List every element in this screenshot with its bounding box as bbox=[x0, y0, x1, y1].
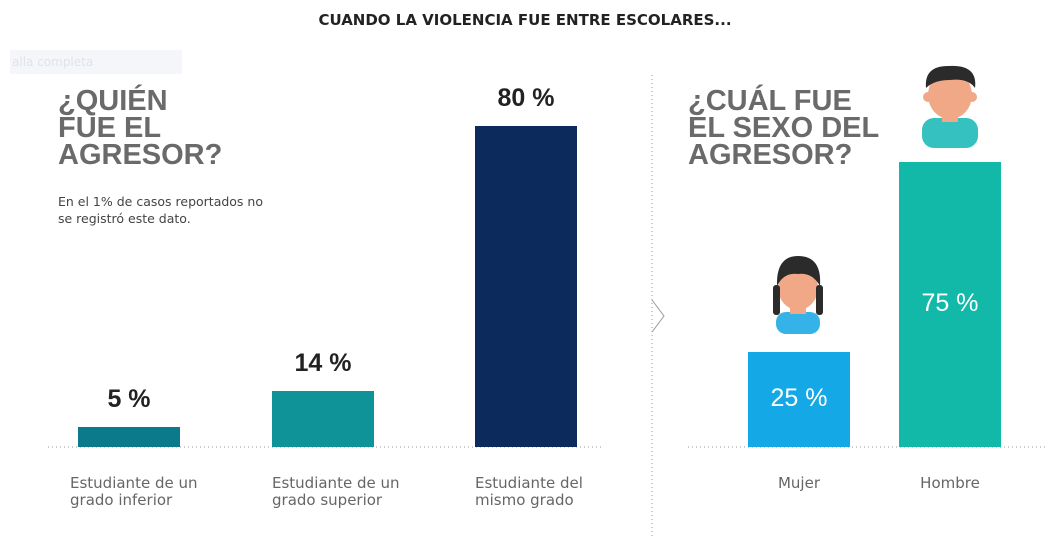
category-label: Estudiante del mismo grado bbox=[475, 475, 605, 509]
boy-icon bbox=[922, 66, 978, 148]
page-title: CUANDO LA VIOLENCIA FUE ENTRE ESCOLARES.… bbox=[0, 11, 1050, 29]
value-label: 14 % bbox=[253, 349, 393, 378]
infographic: CUANDO LA VIOLENCIA FUE ENTRE ESCOLARES.… bbox=[0, 0, 1050, 536]
watermark: alla completa bbox=[10, 50, 182, 74]
value-label: 75 % bbox=[880, 289, 1020, 318]
girl-icon bbox=[773, 256, 823, 334]
value-label: 80 % bbox=[456, 84, 596, 113]
category-label: Hombre bbox=[899, 475, 1001, 492]
chart-title: ¿QUIÉN FUE EL AGRESOR? bbox=[58, 88, 218, 169]
bar bbox=[475, 126, 577, 447]
bar bbox=[78, 427, 180, 447]
value-label: 5 % bbox=[59, 385, 199, 414]
value-label: 25 % bbox=[729, 384, 869, 413]
chevron bbox=[652, 300, 664, 332]
note: En el 1% de casos reportados no se regis… bbox=[58, 193, 263, 227]
category-label: Estudiante de un grado superior bbox=[272, 475, 402, 509]
chart-title: ¿CUÁL FUE EL SEXO DEL AGRESOR? bbox=[688, 88, 893, 169]
category-label: Mujer bbox=[748, 475, 850, 492]
bar bbox=[272, 391, 374, 447]
category-label: Estudiante de un grado inferior bbox=[70, 475, 200, 509]
